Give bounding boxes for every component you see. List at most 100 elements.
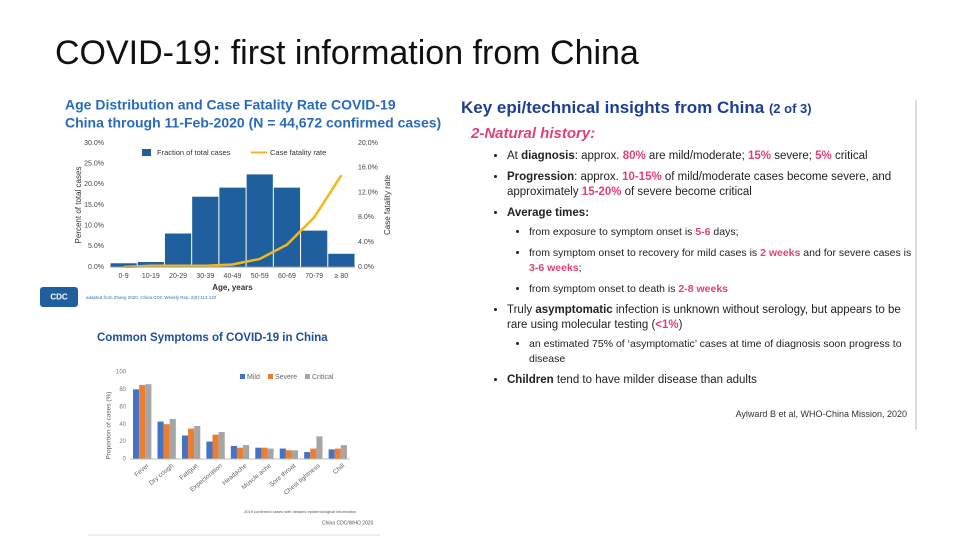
legend-label: Severe xyxy=(275,374,297,381)
y-tick-label: 20 xyxy=(119,439,126,445)
text-run: of severe become critical xyxy=(621,186,752,198)
text-run: : approx. xyxy=(574,171,623,183)
bar xyxy=(273,187,301,267)
bar xyxy=(145,384,152,459)
text-run: At xyxy=(507,150,522,162)
text-run: ) xyxy=(678,319,683,331)
x-tick-label: 10-19 xyxy=(142,273,160,280)
chart-note: 2019 confirmed cases with detailed epide… xyxy=(244,509,356,514)
text-run: are mild/moderate; xyxy=(645,150,748,162)
sub-bullet: from symptom onset to recovery for mild … xyxy=(529,246,915,276)
y2-tick-label: 4.0% xyxy=(358,239,374,246)
bar xyxy=(163,424,170,459)
text-run: tend to have milder disease than adults xyxy=(553,374,757,386)
text-run: 10-15% xyxy=(622,171,662,183)
text-run: 2 weeks xyxy=(760,247,801,259)
bar xyxy=(194,425,201,459)
bullet-list: At diagnosis: approx. 80% are mild/moder… xyxy=(455,149,915,388)
text-run: Progression xyxy=(507,171,575,183)
text-run: severe; xyxy=(771,150,816,162)
bar xyxy=(133,389,140,459)
text-run: : approx. xyxy=(574,150,623,162)
text-run: asymptomatic xyxy=(535,304,613,316)
text-run: ; xyxy=(578,262,582,274)
bar xyxy=(279,448,286,459)
text-run: <1% xyxy=(655,319,679,331)
bar xyxy=(236,447,244,459)
bar xyxy=(188,428,195,459)
text-run: Average times: xyxy=(507,207,590,219)
y-tick-label: 80 xyxy=(119,387,126,393)
logo-box xyxy=(40,287,78,307)
text-run: 2-8 weeks xyxy=(678,283,729,295)
x-tick-label: 40-49 xyxy=(224,273,242,280)
line-series xyxy=(123,174,343,269)
x-tick-label: Fever xyxy=(133,462,151,479)
text-run: critical xyxy=(831,150,868,162)
x-tick-label: ≥ 80 xyxy=(335,273,349,280)
slide-title: COVID-19: first information from China xyxy=(55,34,639,72)
y2-tick-label: 0.0% xyxy=(358,264,374,271)
x-tick-label: 20-29 xyxy=(169,273,187,280)
text-run: from exposure to symptom onset is xyxy=(529,226,696,238)
y-tick-label: 0 xyxy=(123,457,127,463)
y-tick-label: 0.0% xyxy=(88,264,104,271)
bar xyxy=(219,187,246,267)
bar xyxy=(192,196,219,267)
text-run: 15% xyxy=(748,150,772,162)
bar xyxy=(328,253,355,267)
x-tick-label: 0-9 xyxy=(119,273,129,280)
sub-bullet: an estimated 75% of ‘asymptomatic’ cases… xyxy=(529,337,915,367)
y-tick-label: 25.0% xyxy=(84,161,104,168)
y-axis-label: Proportion of cases (%) xyxy=(106,392,113,460)
sub-bullet: from symptom onset to death is 2-8 weeks xyxy=(529,282,915,297)
bar xyxy=(301,230,328,267)
bar xyxy=(181,435,189,459)
bar xyxy=(110,263,137,267)
text-run: Truly xyxy=(507,304,536,316)
text-run: 5-6 xyxy=(695,226,711,238)
bar xyxy=(243,445,250,459)
y-tick-label: 30.0% xyxy=(84,140,104,147)
bar xyxy=(304,452,311,459)
y2-axis-label: Case fatality rate xyxy=(383,174,392,235)
bar xyxy=(255,447,262,459)
bar xyxy=(164,233,192,267)
bar xyxy=(267,448,274,459)
text-run: and for severe cases is xyxy=(800,247,912,259)
y-axis-label: Percent of total cases xyxy=(74,167,83,244)
y-tick-label: 40 xyxy=(119,422,126,428)
chart-note: China CDC/WHO 2020 xyxy=(322,520,374,526)
x-tick-label: Dry cough xyxy=(148,462,175,487)
bullet: Children tend to have milder disease tha… xyxy=(507,373,915,388)
x-tick-label: 30-39 xyxy=(196,273,214,280)
bar xyxy=(157,421,164,459)
sub-list: an estimated 75% of ‘asymptomatic’ cases… xyxy=(507,337,915,367)
bar xyxy=(340,445,347,459)
heading-part: (2 of 3) xyxy=(768,101,812,116)
y2-tick-label: 12.0% xyxy=(358,189,378,196)
text-run: 5% xyxy=(815,150,832,162)
bullet: At diagnosis: approx. 80% are mild/moder… xyxy=(507,149,915,164)
legend-label: Mild xyxy=(247,374,260,381)
bullet: Average times: from exposure to symptom o… xyxy=(507,206,915,297)
bar xyxy=(206,441,213,459)
x-tick-label: 70-79 xyxy=(305,273,323,280)
legend-swatch xyxy=(240,374,245,379)
y-tick-label: 20.0% xyxy=(84,181,104,188)
text-run: infection is unknown without serology, b… xyxy=(507,304,901,331)
y2-tick-label: 16.0% xyxy=(358,165,378,172)
bar xyxy=(169,418,176,459)
heading-text: Key epi/technical insights from China xyxy=(461,98,765,117)
text-run: from symptom onset to recovery for mild … xyxy=(529,247,761,259)
bar xyxy=(218,432,225,459)
bar xyxy=(212,434,219,459)
panel-heading: Key epi/technical insights from China (2… xyxy=(461,98,915,117)
y-tick-label: 10.0% xyxy=(84,223,104,230)
y-tick-label: 15.0% xyxy=(84,202,104,209)
x-tick-label: Chill xyxy=(332,462,347,476)
text-run: 80% xyxy=(622,150,646,162)
text-run: of mild/moderate cases become severe, an… xyxy=(507,171,892,198)
